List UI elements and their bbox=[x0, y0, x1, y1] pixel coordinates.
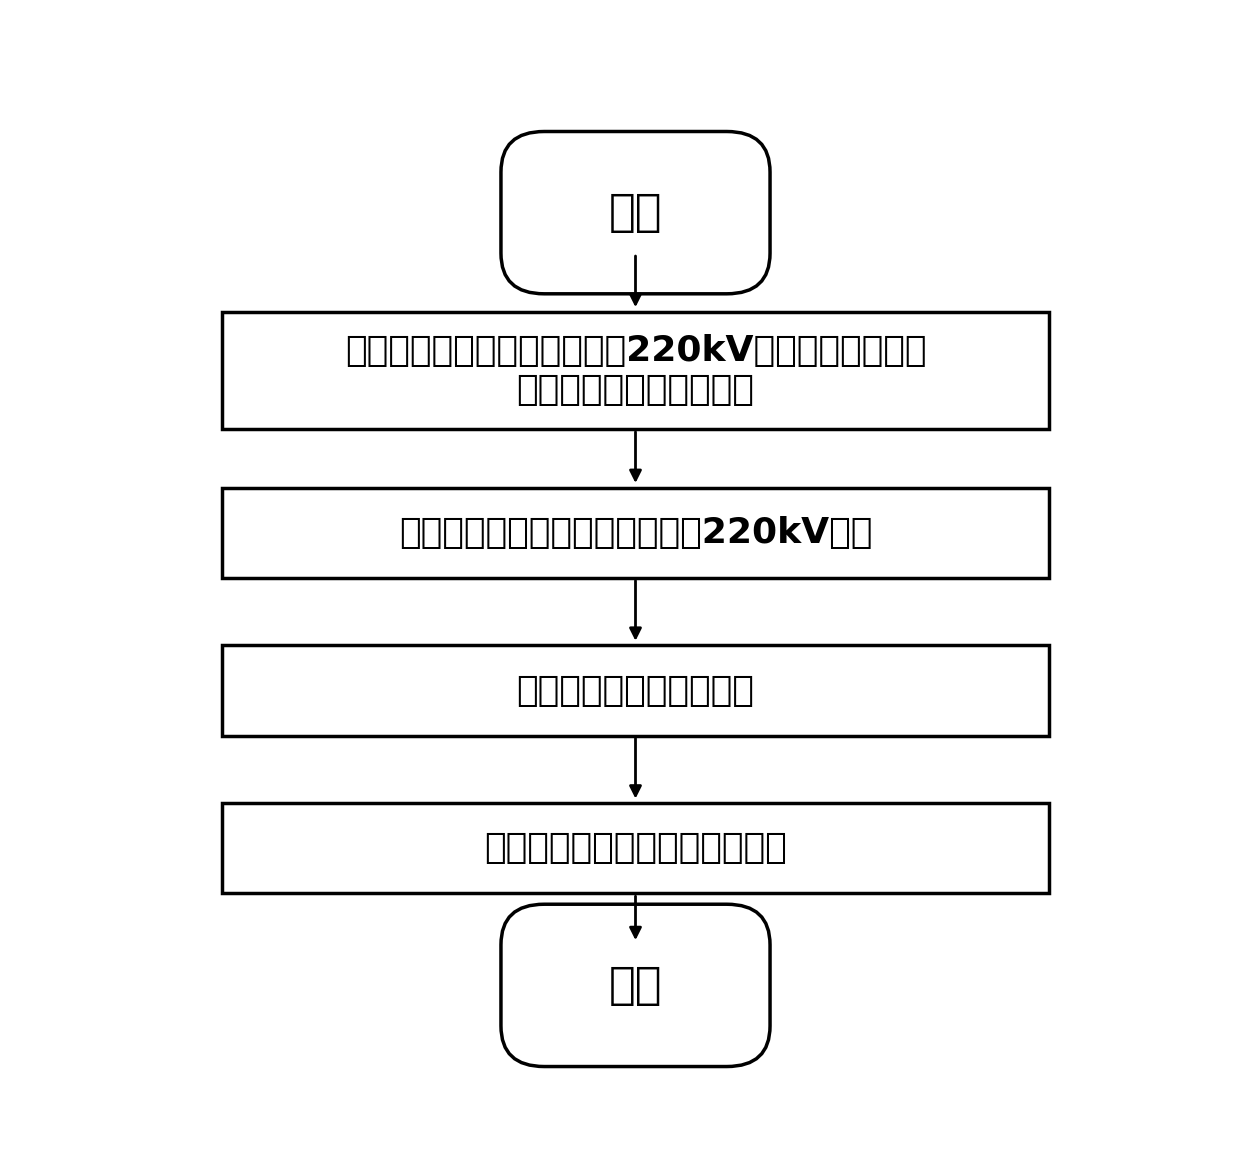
Bar bbox=[222, 645, 1049, 735]
Text: 结束: 结束 bbox=[609, 964, 662, 1007]
Text: 短路情况下进行故障隔离: 短路情况下进行故障隔离 bbox=[517, 673, 754, 707]
Text: 开始: 开始 bbox=[609, 191, 662, 234]
Bar bbox=[222, 487, 1049, 577]
FancyBboxPatch shape bbox=[501, 131, 770, 294]
Text: 恢复非故障出线支路的正常供电: 恢复非故障出线支路的正常供电 bbox=[484, 831, 787, 865]
Bar bbox=[222, 311, 1049, 429]
FancyBboxPatch shape bbox=[501, 904, 770, 1067]
Bar bbox=[222, 803, 1049, 893]
Text: 选择性的增加断路器短接变电站220kV出线: 选择性的增加断路器短接变电站220kV出线 bbox=[399, 515, 872, 549]
Text: 计算得到电网全开机情况下，220kV母线短路电流以及
每条出线的分支短路电流: 计算得到电网全开机情况下，220kV母线短路电流以及 每条出线的分支短路电流 bbox=[345, 334, 926, 408]
